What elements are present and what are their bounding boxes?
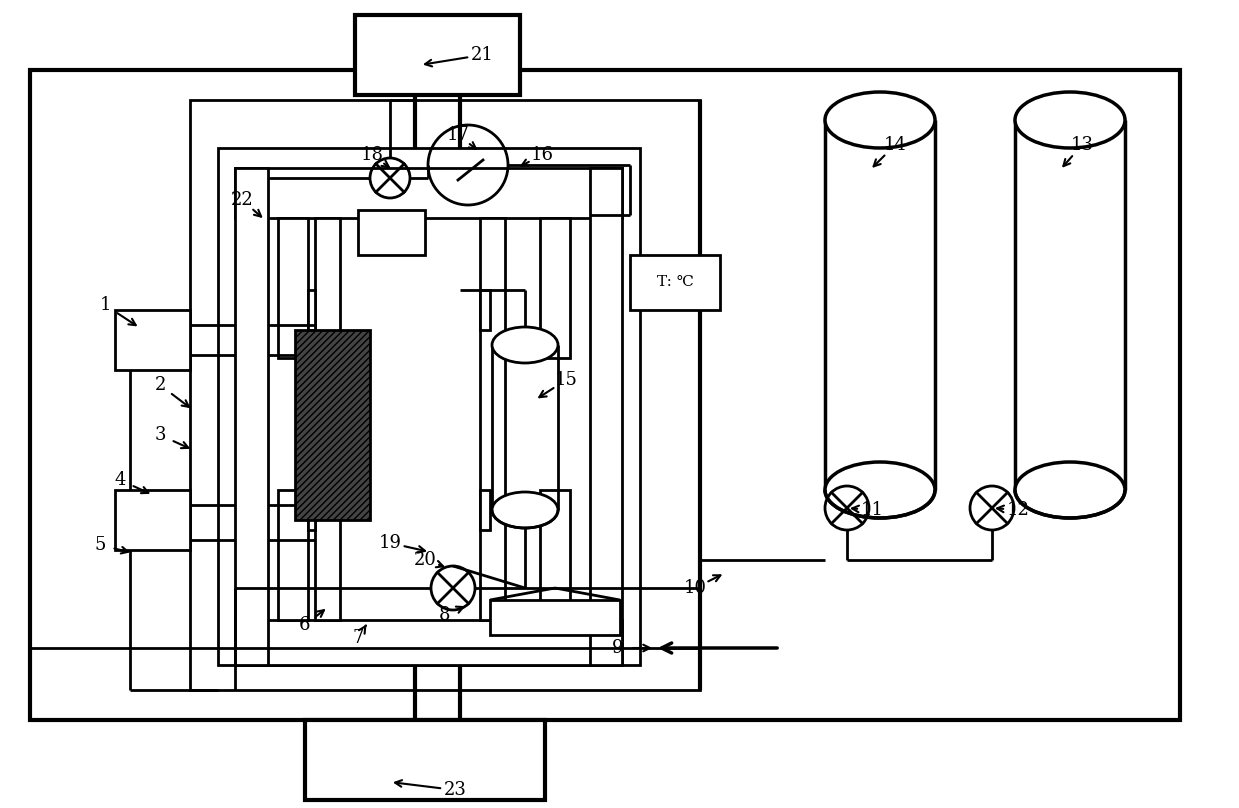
Bar	[315, 218, 339, 620]
Text: T: ℃: T: ℃	[657, 276, 694, 289]
Bar	[358, 210, 425, 255]
Text: 12: 12	[1006, 501, 1030, 519]
Ellipse shape	[825, 92, 935, 148]
Bar	[489, 600, 620, 635]
Ellipse shape	[492, 492, 558, 528]
Text: 8: 8	[440, 606, 451, 624]
Bar	[590, 168, 622, 665]
Bar	[235, 168, 268, 665]
Bar	[278, 490, 309, 620]
Text: 15: 15	[555, 371, 577, 389]
Bar	[115, 310, 190, 370]
Text: 11: 11	[861, 501, 883, 519]
Ellipse shape	[1015, 92, 1125, 148]
Text: 19: 19	[378, 534, 401, 552]
Text: 22: 22	[230, 191, 253, 209]
Text: 13: 13	[1070, 136, 1094, 154]
Bar	[356, 15, 520, 95]
Bar	[295, 330, 370, 520]
Bar	[540, 490, 570, 620]
Ellipse shape	[1015, 462, 1125, 518]
Bar	[479, 218, 506, 620]
Bar	[309, 490, 315, 530]
Bar	[30, 70, 1180, 720]
Text: 2: 2	[155, 376, 166, 394]
Text: 1: 1	[99, 296, 110, 314]
Ellipse shape	[492, 327, 558, 363]
Bar	[190, 100, 700, 690]
Text: 10: 10	[684, 579, 706, 597]
Text: 9: 9	[612, 639, 623, 657]
Bar	[629, 255, 720, 310]
Text: 21: 21	[471, 46, 493, 64]
Bar	[305, 720, 545, 800]
Text: 3: 3	[154, 426, 166, 444]
Text: 7: 7	[352, 629, 364, 647]
Text: 20: 20	[414, 551, 436, 569]
Ellipse shape	[825, 462, 935, 518]
Bar	[479, 490, 489, 530]
Text: 4: 4	[114, 471, 125, 489]
Text: 16: 16	[530, 146, 554, 164]
Bar	[235, 168, 622, 218]
Bar	[218, 148, 641, 665]
Text: 18: 18	[361, 146, 384, 164]
Text: 5: 5	[94, 536, 105, 554]
Text: 14: 14	[883, 136, 907, 154]
Bar	[540, 218, 570, 358]
Text: 23: 23	[444, 781, 466, 799]
Text: 6: 6	[300, 616, 311, 634]
Bar	[295, 330, 370, 520]
Bar	[278, 218, 309, 358]
Bar	[235, 620, 622, 665]
Text: 17: 17	[446, 126, 470, 144]
Bar	[115, 490, 190, 550]
Bar	[479, 290, 489, 330]
Bar	[309, 290, 315, 330]
